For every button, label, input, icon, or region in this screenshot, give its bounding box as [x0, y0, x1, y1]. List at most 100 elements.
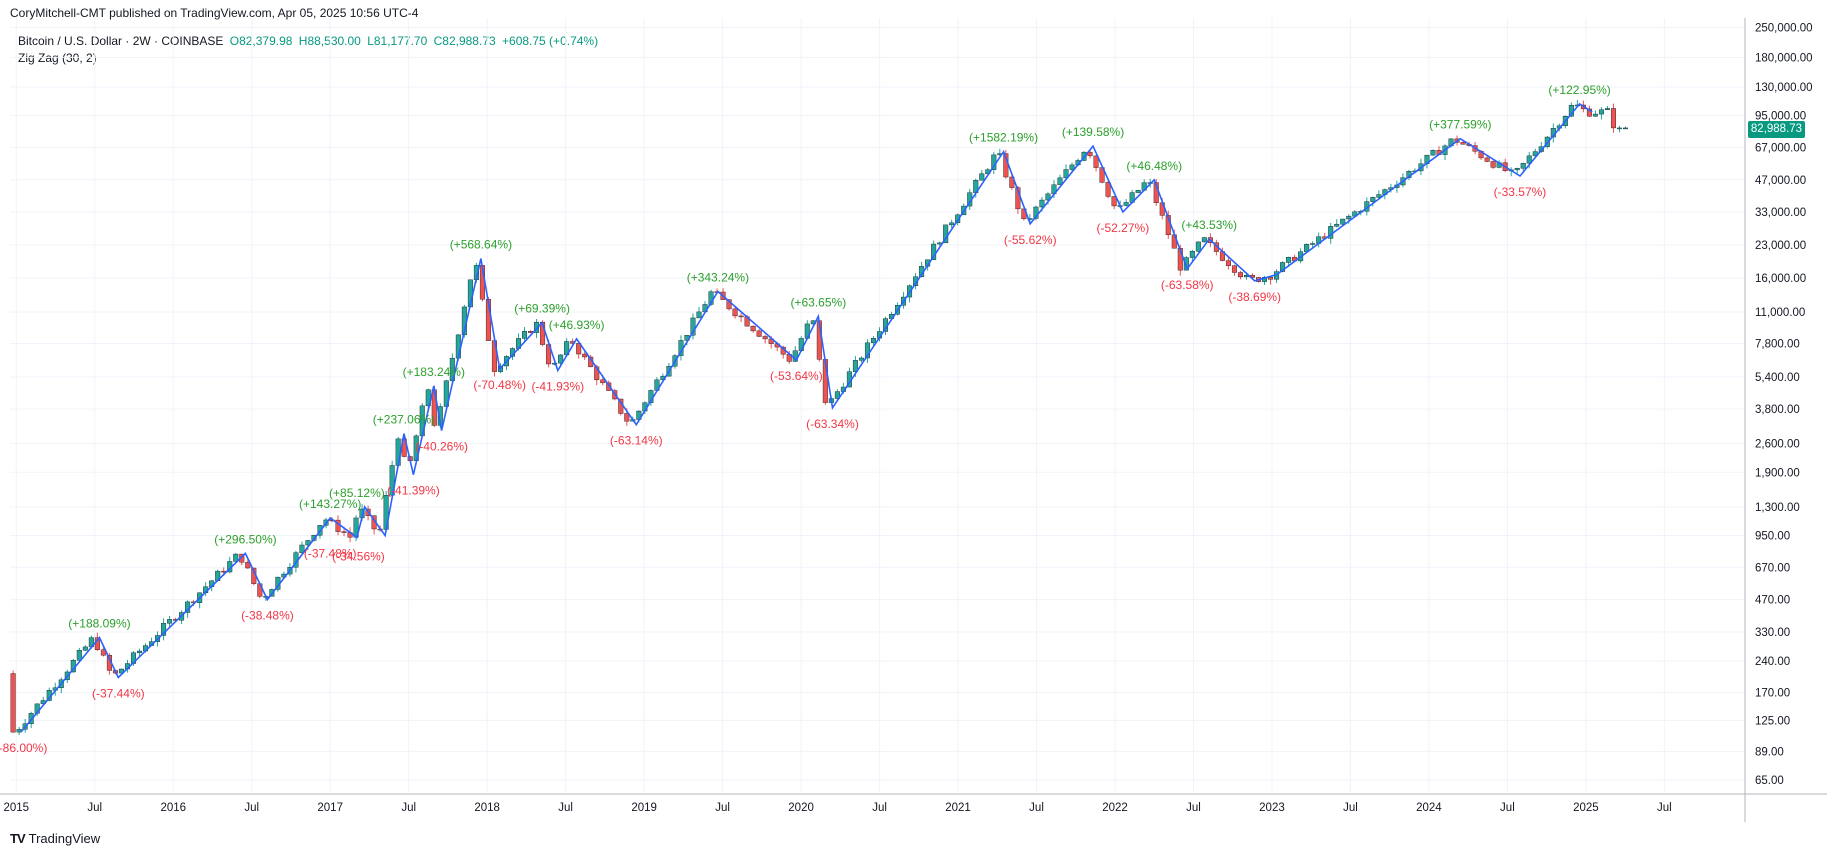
y-tick-label: 950.00 — [1755, 530, 1790, 542]
candle-body — [1201, 237, 1207, 243]
y-tick-label: 95,000.00 — [1755, 111, 1806, 123]
candle-body — [834, 391, 840, 399]
x-tick-label: 2018 — [474, 802, 500, 814]
swing-label-down: (-70.48%) — [473, 378, 526, 392]
x-tick-label: Jul — [87, 802, 102, 814]
candle-body — [690, 317, 696, 336]
candle-body — [1093, 155, 1099, 168]
x-tick-label: Jul — [1343, 802, 1358, 814]
swing-label-down: (-41.93%) — [531, 380, 584, 394]
candle-body — [756, 330, 762, 337]
candle-body — [979, 173, 985, 181]
ohlc-low: L81,177.70 — [367, 34, 428, 48]
candle-body — [1039, 199, 1045, 208]
ohlc-change: +608.75 (+0.74%) — [502, 34, 599, 48]
swing-label-down: (-38.48%) — [241, 609, 294, 623]
x-tick-label: Jul — [1657, 802, 1672, 814]
candle-body — [1340, 218, 1346, 225]
y-tick-label: 330.00 — [1755, 627, 1790, 639]
zigzag-line — [20, 102, 1593, 733]
swing-label-up: (+63.65%) — [790, 295, 846, 309]
candle-body — [582, 353, 588, 358]
candle-body — [949, 222, 955, 226]
swing-label-up: (+188.09%) — [68, 617, 130, 631]
brand-name: TradingView — [28, 831, 101, 846]
candle-body — [1490, 161, 1496, 168]
y-tick-label: 250,000.00 — [1755, 22, 1813, 34]
candle-body — [1514, 168, 1520, 171]
y-tick-label: 170.00 — [1755, 687, 1790, 699]
y-tick-label: 180,000.00 — [1755, 52, 1813, 64]
ohlc-close: C82,988.73 — [433, 34, 496, 48]
y-tick-label: 5,400.00 — [1755, 372, 1800, 384]
candle-body — [750, 325, 756, 332]
candle-body — [1135, 190, 1141, 193]
swing-label-down: (-34.56%) — [332, 549, 385, 563]
y-tick-label: 16,000.00 — [1755, 273, 1806, 285]
y-tick-label: 65.00 — [1755, 775, 1784, 787]
candle-body — [341, 531, 347, 533]
x-tick-label: 2015 — [3, 802, 29, 814]
y-tick-label: 3,800.00 — [1755, 404, 1800, 416]
tradingview-brand[interactable]: TV TradingView — [10, 831, 100, 846]
swing-label-up: (+143.27%) — [299, 497, 361, 511]
x-tick-label: Jul — [244, 802, 259, 814]
candle-body — [76, 650, 82, 661]
candle-body — [738, 315, 744, 318]
candle-body — [161, 623, 167, 636]
candle-body — [1310, 243, 1316, 245]
candle-body — [1225, 260, 1231, 266]
swing-label-up: (+568.64%) — [450, 238, 512, 252]
candle-body — [1280, 262, 1286, 272]
y-tick-label: 130,000.00 — [1755, 82, 1813, 94]
swing-label-down: (-37.44%) — [92, 687, 145, 701]
candle-body — [10, 673, 16, 733]
y-tick-label: 47,000.00 — [1755, 175, 1806, 187]
candle-body — [1237, 272, 1243, 278]
y-tick-label: 23,000.00 — [1755, 240, 1806, 252]
candle-body — [1592, 113, 1598, 117]
symbol-name[interactable]: Bitcoin / U.S. Dollar · 2W · COINBASE — [18, 34, 224, 48]
candle-body — [1604, 108, 1610, 110]
candle-body — [1460, 142, 1466, 145]
x-tick-label: 2023 — [1259, 802, 1285, 814]
candle-body — [82, 646, 88, 651]
candle-body — [1231, 265, 1237, 273]
swing-label-up: (+377.59%) — [1429, 118, 1491, 132]
x-tick-label: 2025 — [1573, 802, 1599, 814]
swing-label-down: (-37.48%) — [304, 546, 357, 560]
y-tick-label: 470.00 — [1755, 595, 1790, 607]
swing-label-down: (-38.69%) — [1228, 290, 1281, 304]
publisher-header: CoryMitchell-CMT published on TradingVie… — [10, 6, 419, 20]
candle-body — [1087, 151, 1093, 157]
x-tick-label: Jul — [401, 802, 416, 814]
candle-body — [732, 308, 738, 317]
x-tick-label: 2020 — [788, 802, 814, 814]
candle-body — [858, 357, 864, 361]
y-tick-label: 2,600.00 — [1755, 439, 1800, 451]
y-tick-label: 125.00 — [1755, 715, 1790, 727]
x-tick-label: 2024 — [1416, 802, 1442, 814]
candle-body — [852, 360, 858, 372]
candle-body — [1526, 155, 1532, 164]
swing-label-down: (-55.62%) — [1004, 233, 1057, 247]
candle-body — [955, 214, 961, 224]
candle-body — [1183, 257, 1189, 271]
swing-label-up: (+237.06%) — [373, 413, 435, 427]
candle-body — [1370, 197, 1376, 202]
candle-body — [696, 311, 702, 319]
candle-body — [1123, 202, 1129, 206]
candle-body — [167, 619, 173, 624]
y-tick-label: 670.00 — [1755, 562, 1790, 574]
candle-body — [1195, 241, 1201, 252]
candle-body — [233, 553, 239, 562]
y-tick-label: 89.00 — [1755, 746, 1784, 758]
x-tick-label: Jul — [1186, 802, 1201, 814]
swing-label-up: (+85.12%) — [329, 486, 385, 500]
ohlc-open: O82,379.98 — [229, 34, 293, 48]
candle-body — [245, 562, 251, 569]
indicator-legend[interactable]: Zig Zag (30, 2) — [18, 51, 97, 65]
candle-body — [576, 343, 582, 355]
swing-label-up: (+296.50%) — [214, 532, 276, 546]
